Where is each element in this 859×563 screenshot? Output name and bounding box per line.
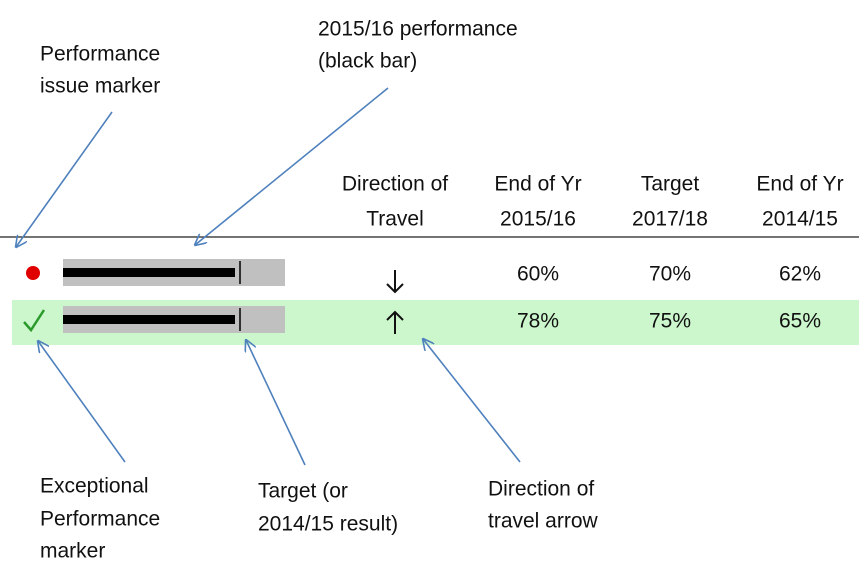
annotation: (black bar) [318, 50, 417, 73]
direction-arrow-up [386, 310, 404, 334]
cell: 70% [649, 263, 691, 286]
header: Target [641, 173, 700, 196]
cell: 75% [649, 310, 691, 333]
header: Travel [366, 208, 424, 231]
issue-marker [26, 266, 40, 280]
cell: 78% [517, 310, 559, 333]
annotation: Target (or [258, 480, 348, 503]
annotation: Exceptional [40, 475, 149, 498]
pointer-arrow [38, 341, 126, 463]
pointer-arrow [16, 111, 113, 247]
header: End of Yr [494, 173, 581, 196]
performance-bar [63, 315, 235, 324]
annotation: issue marker [40, 75, 160, 98]
pointer-arrow [423, 339, 521, 463]
direction-arrow-down [386, 270, 404, 294]
cell: 60% [517, 263, 559, 286]
pointer-arrow [246, 340, 306, 466]
performance-bar [63, 268, 235, 277]
cell: 65% [779, 310, 821, 333]
annotation: 2014/15 result) [258, 513, 398, 536]
header: 2017/18 [632, 208, 708, 231]
annotation: 2015/16 performance [318, 18, 518, 41]
annotation: Direction of [488, 478, 594, 501]
exceptional-marker [23, 309, 46, 333]
annotation: marker [40, 540, 105, 563]
header: End of Yr [756, 173, 843, 196]
annotation: Performance [40, 508, 160, 531]
annotation: Performance [40, 43, 160, 66]
cell: 62% [779, 263, 821, 286]
annotation: travel arrow [488, 510, 599, 533]
pointer-arrow [195, 87, 389, 245]
header: 2014/15 [762, 208, 838, 231]
header: Direction of [342, 173, 448, 196]
header: 2015/16 [500, 208, 576, 231]
